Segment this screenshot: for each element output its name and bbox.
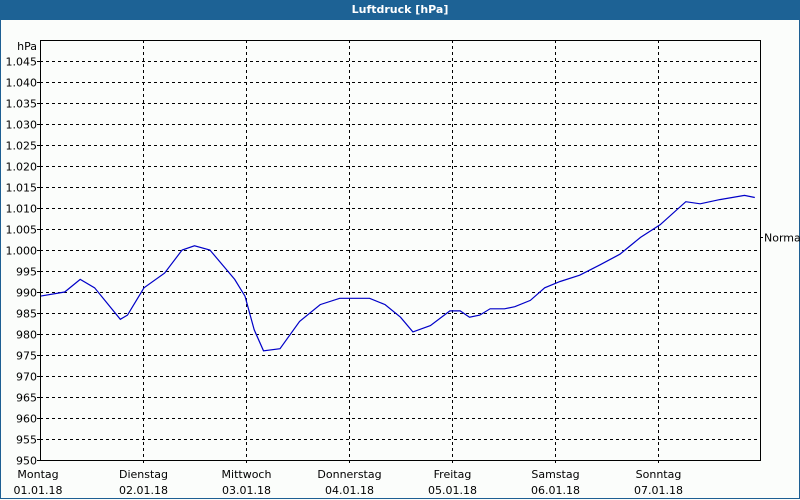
- y-tick-label: 970: [16, 371, 37, 384]
- y-tick-label: 950: [16, 455, 37, 468]
- y-tick-label: 1.025: [6, 140, 38, 153]
- y-tick-label: 975: [16, 350, 37, 363]
- y-tick-label: 990: [16, 287, 37, 300]
- y-tick-label: 1.005: [6, 224, 38, 237]
- x-tick-date: 03.01.18: [222, 484, 271, 497]
- y-tick-label: 1.000: [6, 245, 38, 258]
- x-tick-date: 04.01.18: [325, 484, 374, 497]
- chart-title: Luftdruck [hPa]: [0, 0, 800, 20]
- y-tick-label: 1.010: [6, 203, 38, 216]
- x-tick-date: 06.01.18: [531, 484, 580, 497]
- x-tick-day: Freitag: [434, 468, 472, 481]
- y-tick-label: 1.035: [6, 98, 38, 111]
- x-tick-day: Mittwoch: [222, 468, 272, 481]
- x-axis-labels: Montag 01.01.18 Dienstag 02.01.18 Mittwoch 03…: [14, 468, 683, 497]
- y-tick-label: 995: [16, 266, 37, 279]
- plot-area-border: [40, 40, 761, 461]
- y-tick-label: 1.040: [6, 77, 38, 90]
- y-tick-label: 965: [16, 392, 37, 405]
- y-axis-unit: hPa: [17, 40, 37, 53]
- x-tick-day: Donnerstag: [317, 468, 381, 481]
- y-tick-label: 980: [16, 329, 37, 342]
- x-tick-day: Montag: [17, 468, 58, 481]
- pressure-line: [39, 194, 755, 352]
- x-tick-date: 07.01.18: [634, 484, 683, 497]
- y-tick-label: 1.045: [6, 56, 38, 69]
- y-tick-label: 1.030: [6, 119, 38, 132]
- grid-lines: [40, 40, 760, 463]
- x-tick-date: 01.01.18: [14, 484, 63, 497]
- y-tick-label: 960: [16, 413, 37, 426]
- y-tick-label: 1.020: [6, 161, 38, 174]
- normal-label: Normal: [764, 232, 800, 245]
- y-tick-label: 985: [16, 308, 37, 321]
- x-tick-date: 05.01.18: [428, 484, 477, 497]
- y-axis-labels: 1.045 1.040 1.035 1.030 1.025 1.020 1.015 1.010…: [6, 56, 40, 468]
- normal-reference: Normal: [760, 232, 800, 245]
- y-tick-label: 955: [16, 434, 37, 447]
- x-tick-date: 02.01.18: [119, 484, 168, 497]
- x-tick-day: Sonntag: [636, 468, 682, 481]
- x-tick-day: Samstag: [531, 468, 579, 481]
- x-tick-day: Dienstag: [119, 468, 168, 481]
- y-tick-label: 1.015: [6, 182, 38, 195]
